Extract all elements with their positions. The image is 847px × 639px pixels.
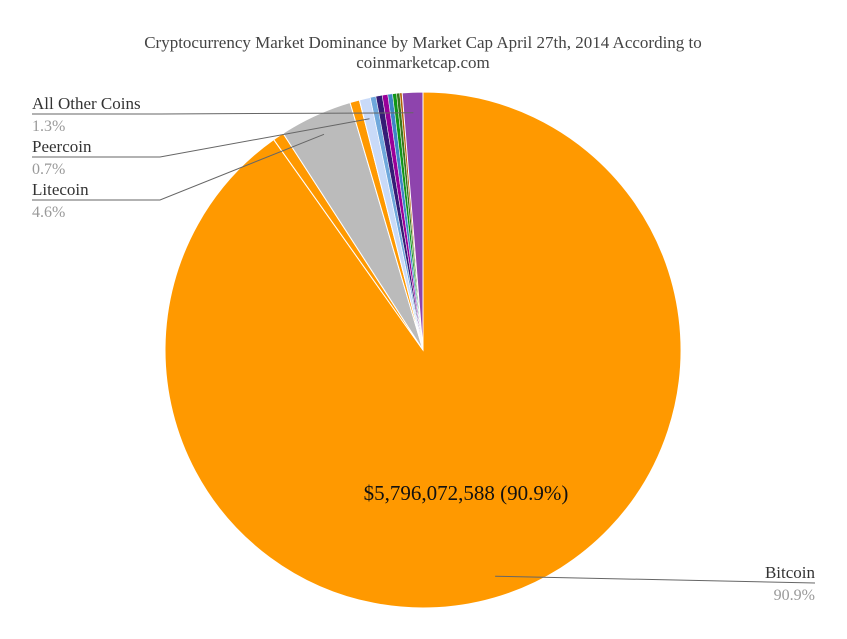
- chart-title-line-2: coinmarketcap.com: [356, 53, 490, 72]
- bitcoin-value-label: $5,796,072,588 (90.9%): [364, 481, 569, 505]
- slice-label-peercoin: Peercoin: [32, 137, 92, 156]
- pie-slices: [164, 91, 682, 609]
- slice-percent-litecoin: 4.6%: [32, 204, 65, 221]
- slice-labels: Bitcoin 90.9% Litecoin 4.6% Peercoin 0.7% All …: [32, 94, 815, 604]
- slice-label-all-other-coins: All Other Coins: [32, 94, 141, 113]
- chart-title-line-1: Cryptocurrency Market Dominance by Marke…: [144, 33, 702, 52]
- slice-percent-bitcoin: 90.9%: [774, 587, 815, 604]
- pie-slice-all-other-coins: [401, 91, 424, 351]
- leader-line-peercoin: [32, 118, 370, 158]
- slice-percent-all-other-coins: 1.3%: [32, 118, 65, 135]
- leader-line-bitcoin: [495, 575, 816, 584]
- slice-percent-peercoin: 0.7%: [32, 161, 65, 178]
- leader-line-litecoin: [32, 133, 325, 201]
- leader-line-all-other-coins: [32, 112, 414, 115]
- label-leader-lines: [32, 112, 816, 584]
- slice-label-bitcoin: Bitcoin: [765, 563, 816, 582]
- slice-label-litecoin: Litecoin: [32, 180, 89, 199]
